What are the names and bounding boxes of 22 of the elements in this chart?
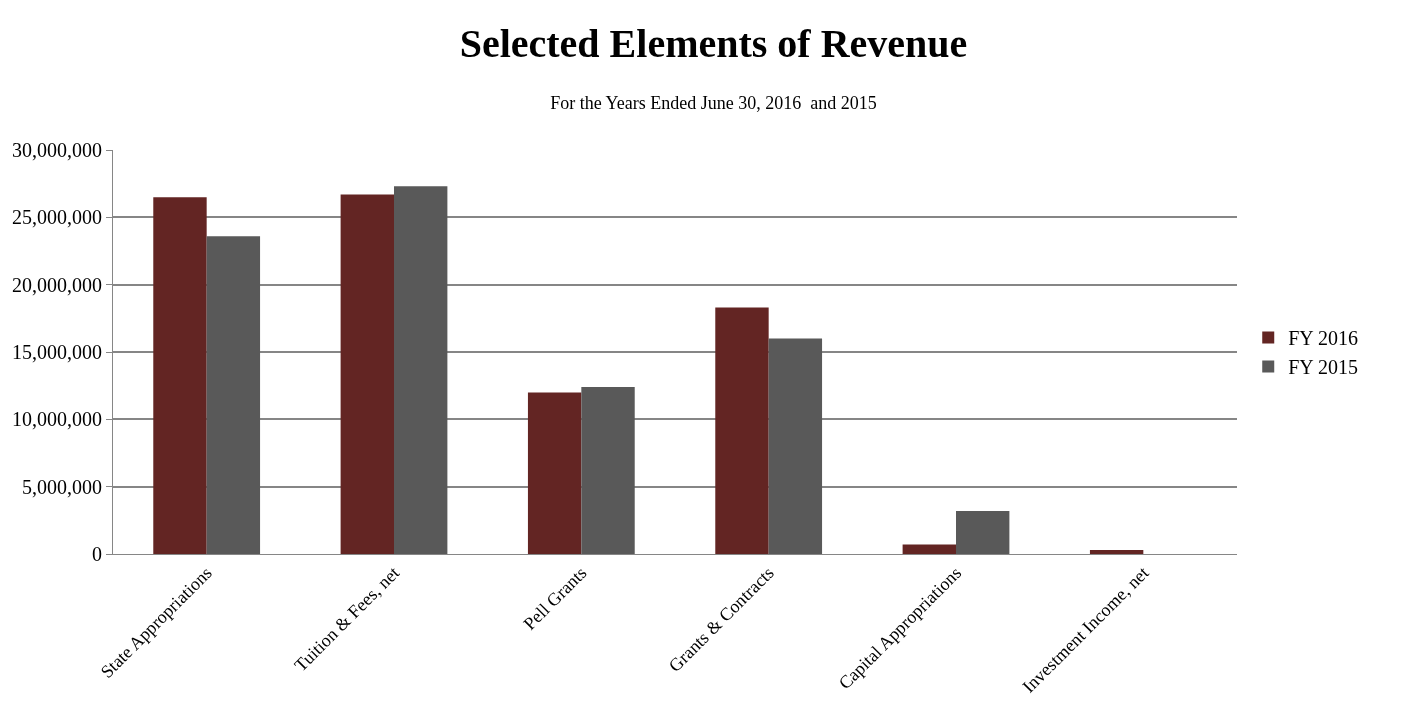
legend-label: FY 2016 — [1288, 327, 1359, 350]
bar — [956, 510, 1010, 554]
bar — [581, 387, 635, 554]
chart-title: Selected Elements of Revenue — [459, 20, 968, 66]
bar — [527, 392, 582, 554]
y-tick-label: 10,000,000 — [12, 408, 102, 431]
y-tick-label: 25,000,000 — [12, 206, 102, 229]
bar — [206, 236, 261, 554]
y-tick-label: 0 — [92, 543, 102, 565]
y-tick-label: 15,000,000 — [12, 341, 102, 363]
chart-subtitle: For the Years Ended June 30, 2016 and 2015 — [550, 92, 877, 113]
legend-label: FY 2015 — [1288, 356, 1359, 379]
bar — [715, 307, 769, 554]
bar — [340, 194, 394, 554]
y-tick-label: 5,000,000 — [22, 475, 102, 498]
bar — [394, 186, 448, 554]
bar — [1089, 549, 1144, 554]
bar — [902, 544, 956, 554]
y-tick-label: 20,000,000 — [12, 273, 102, 296]
bar — [153, 197, 207, 554]
y-tick-label: 30,000,000 — [12, 139, 102, 161]
bar — [768, 338, 823, 554]
